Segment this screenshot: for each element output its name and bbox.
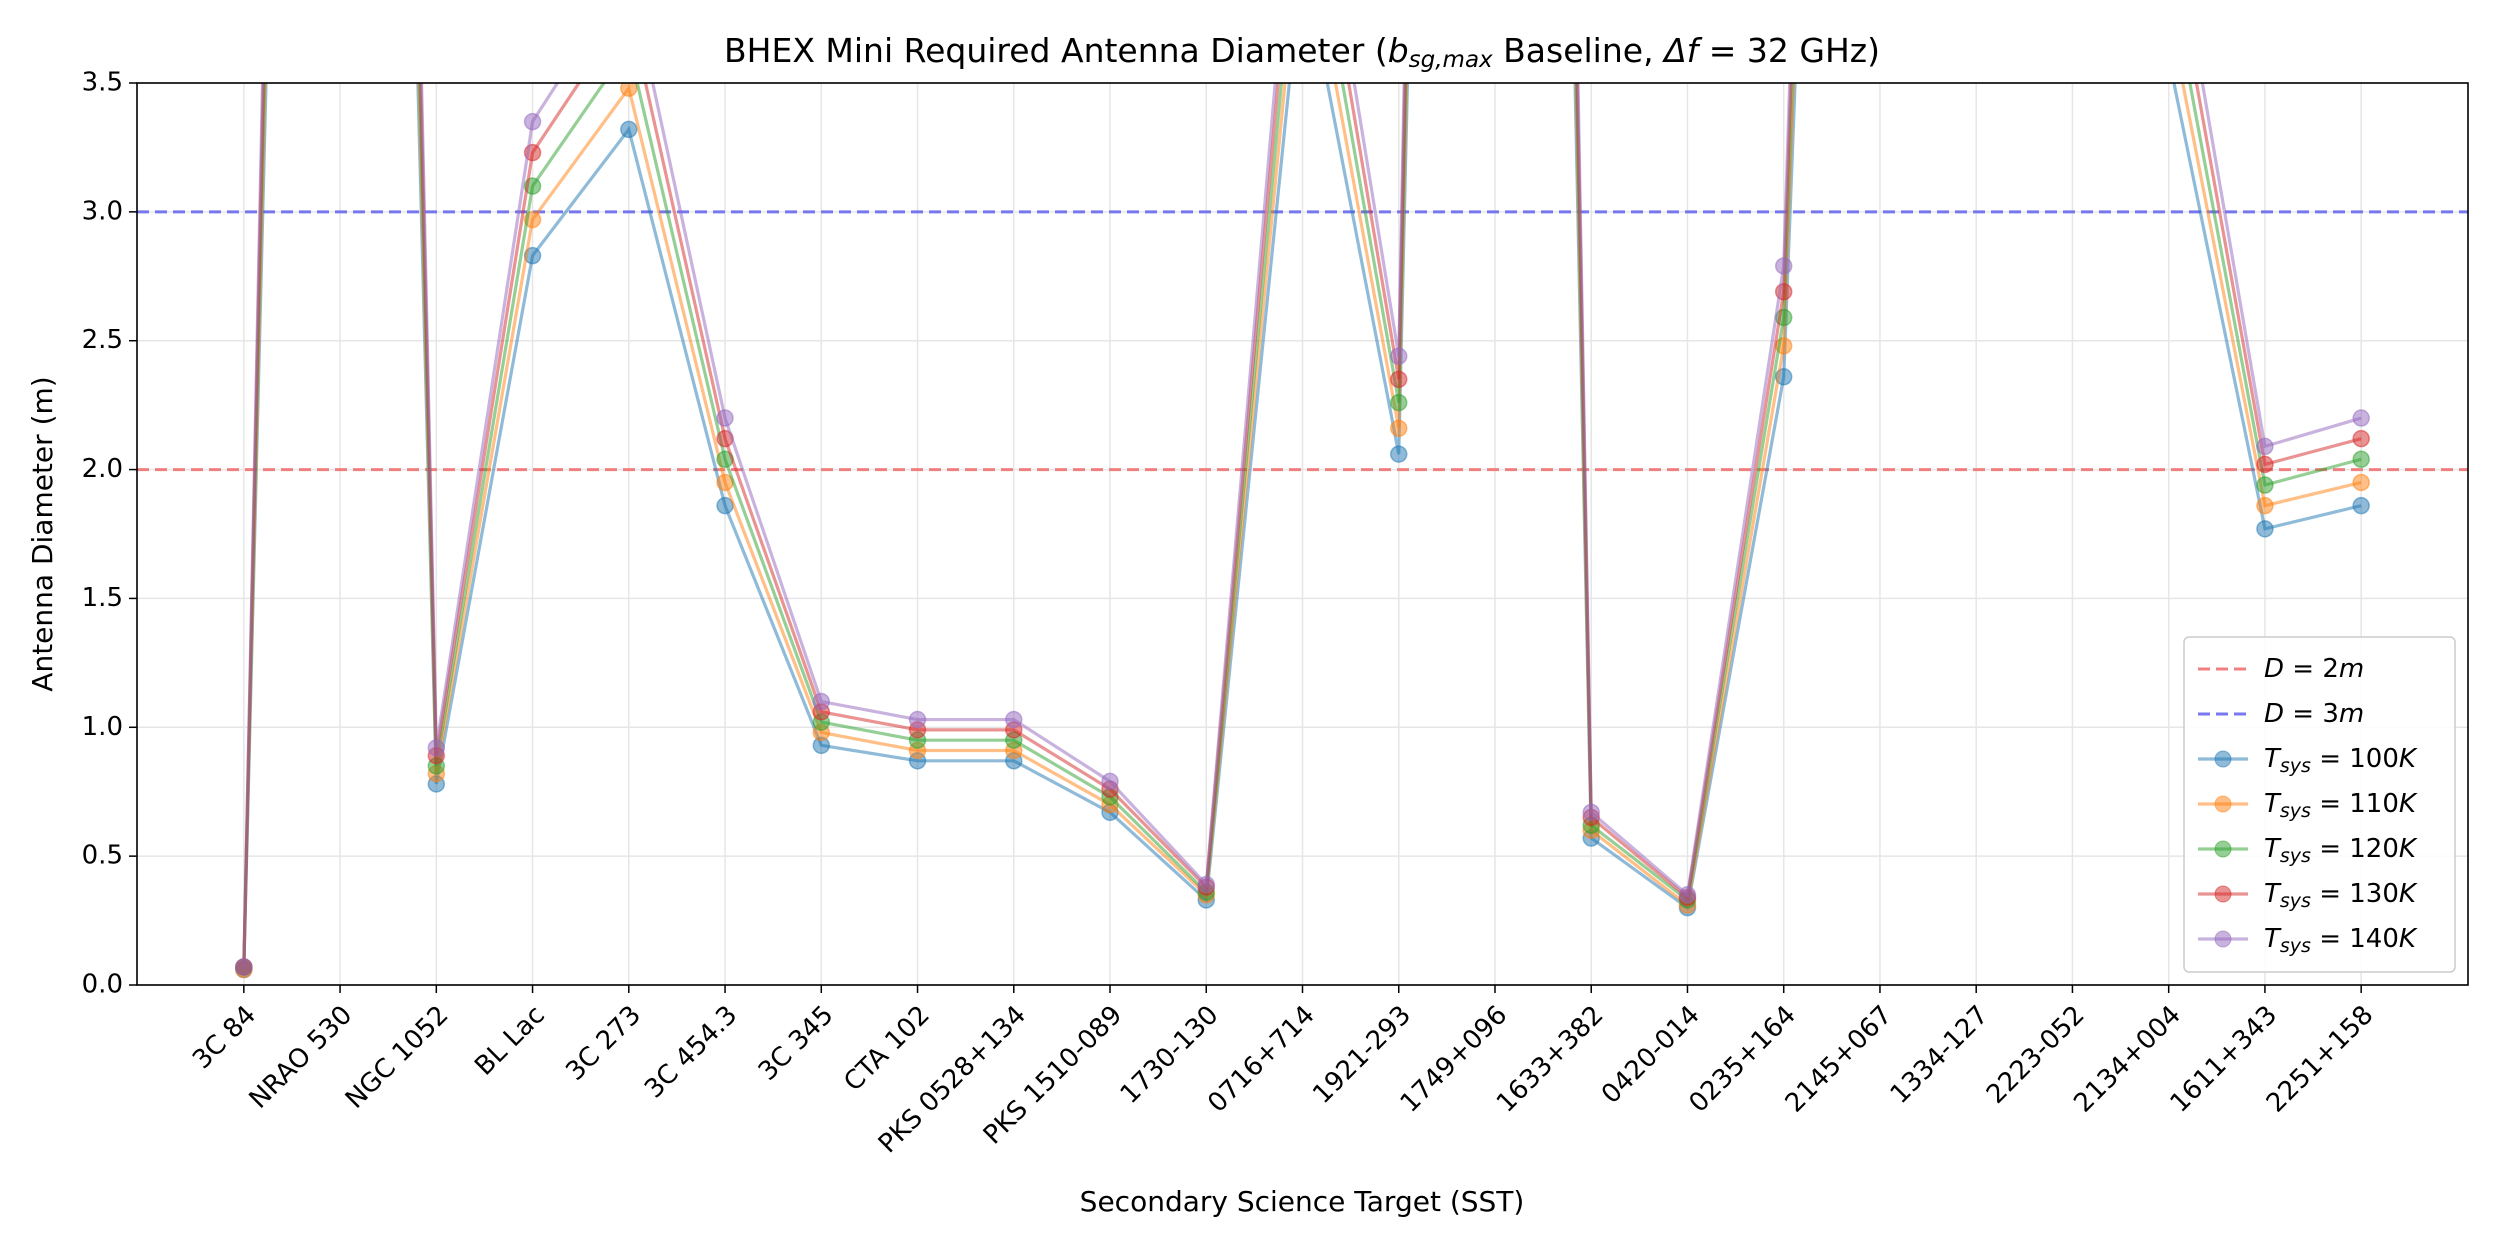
legend-label-part: = 2	[2284, 654, 2339, 684]
data-point	[716, 409, 734, 427]
data-point	[2256, 520, 2274, 538]
legend-label-part: K	[2399, 744, 2418, 774]
series-line	[242, 83, 2362, 967]
legend-marker	[2214, 840, 2232, 858]
reference-lines	[137, 210, 2468, 472]
data-point	[2256, 455, 2274, 474]
legend-label-part: K	[2399, 789, 2418, 819]
plot-area	[235, 83, 2370, 979]
series-line	[242, 83, 2362, 970]
title-part: Baseline,	[1493, 31, 1664, 70]
legend-label-part: = 3	[2284, 699, 2339, 729]
legend-label-part: m	[2339, 699, 2364, 729]
data-point	[2352, 450, 2370, 469]
legend-label: Tsys = 110K	[2264, 789, 2418, 822]
legend-label-part: T	[2264, 744, 2282, 774]
title-part: sg,max	[1409, 47, 1493, 73]
data-point	[1389, 393, 1408, 412]
data-point	[2256, 496, 2274, 515]
legend-label-part: = 130	[2311, 879, 2399, 909]
legend-label-part: D	[2264, 654, 2284, 684]
legend-label: D = 3m	[2264, 699, 2364, 729]
legend-label-part: T	[2264, 924, 2282, 954]
legend-label: Tsys = 100K	[2264, 744, 2418, 777]
data-point	[427, 739, 446, 757]
data-point	[2256, 476, 2274, 494]
legend-label-part: K	[2399, 924, 2418, 954]
legend-label-part: sys	[2280, 755, 2311, 777]
data-point	[1005, 710, 1023, 729]
y-tick-label: 2.0	[82, 454, 123, 484]
data-point	[2352, 409, 2370, 427]
legend-label-part: T	[2264, 879, 2282, 909]
data-point	[2256, 437, 2274, 456]
legend-label-part: K	[2399, 879, 2418, 909]
legend-label-part: T	[2264, 789, 2282, 819]
legend-label-part: = 120	[2311, 834, 2399, 864]
legend-box	[2183, 636, 2456, 973]
legend-label-part: sys	[2280, 890, 2311, 912]
title-part: Δf	[1661, 31, 1703, 70]
title-part: b	[1388, 31, 1409, 70]
legend-marker	[2214, 750, 2232, 768]
chart-title: BHEX Mini Required Antenna Diameter (bsg…	[724, 31, 1880, 73]
legend-marker	[2214, 930, 2232, 948]
legend-label: D = 2m	[2264, 654, 2364, 684]
legend-label: Tsys = 130K	[2264, 879, 2418, 912]
data-point	[1389, 347, 1408, 365]
data-point	[2352, 473, 2370, 492]
legend-label: Tsys = 120K	[2264, 834, 2418, 867]
data-point	[1197, 875, 1216, 894]
y-tick-label: 1.5	[82, 583, 123, 613]
data-point	[2352, 496, 2370, 515]
x-axis-label: Secondary Science Target (SST)	[1080, 1185, 1525, 1218]
legend-label-part: sys	[2280, 800, 2311, 822]
y-tick-label: 0.5	[82, 841, 123, 871]
data-point	[1389, 419, 1408, 438]
legend-label-part: sys	[2280, 845, 2311, 867]
data-point	[1389, 445, 1408, 463]
y-tick-label: 3.0	[82, 196, 123, 226]
legend-label-part: = 110	[2311, 789, 2399, 819]
data-point	[908, 710, 927, 729]
legend-label-part: m	[2339, 654, 2364, 684]
data-point	[235, 958, 253, 976]
data-point	[1678, 886, 1697, 904]
data-point	[812, 692, 831, 711]
legend-marker	[2214, 885, 2232, 903]
title-part: = 32	[1698, 31, 1789, 70]
data-point	[1582, 803, 1600, 822]
data-point	[620, 120, 638, 139]
legend-label-part: D	[2264, 699, 2284, 729]
legend-marker	[2214, 795, 2232, 813]
y-tick-label: 3.5	[82, 68, 123, 98]
legend-label-part: K	[2399, 834, 2418, 864]
y-tick-label: 2.5	[82, 325, 123, 355]
data-point	[523, 112, 542, 131]
data-point	[1389, 370, 1408, 389]
legend-label-part: = 100	[2311, 744, 2399, 774]
data-point	[1774, 257, 1793, 275]
title-part: GHz)	[1789, 31, 1880, 70]
y-tick-label: 1.0	[82, 712, 123, 742]
legend-label: Tsys = 140K	[2264, 924, 2418, 957]
y-tick-label: 0.0	[82, 970, 123, 1000]
title-part: BHEX Mini Required Antenna Diameter (	[724, 31, 1388, 70]
data-point	[2352, 429, 2370, 448]
legend-label-part: T	[2264, 834, 2282, 864]
legend-label-part: sys	[2280, 935, 2311, 957]
legend-label-part: = 140	[2311, 924, 2399, 954]
series-line	[242, 83, 2362, 970]
y-axis-label: Antenna Diameter (m)	[26, 376, 59, 691]
data-point	[1101, 772, 1119, 791]
